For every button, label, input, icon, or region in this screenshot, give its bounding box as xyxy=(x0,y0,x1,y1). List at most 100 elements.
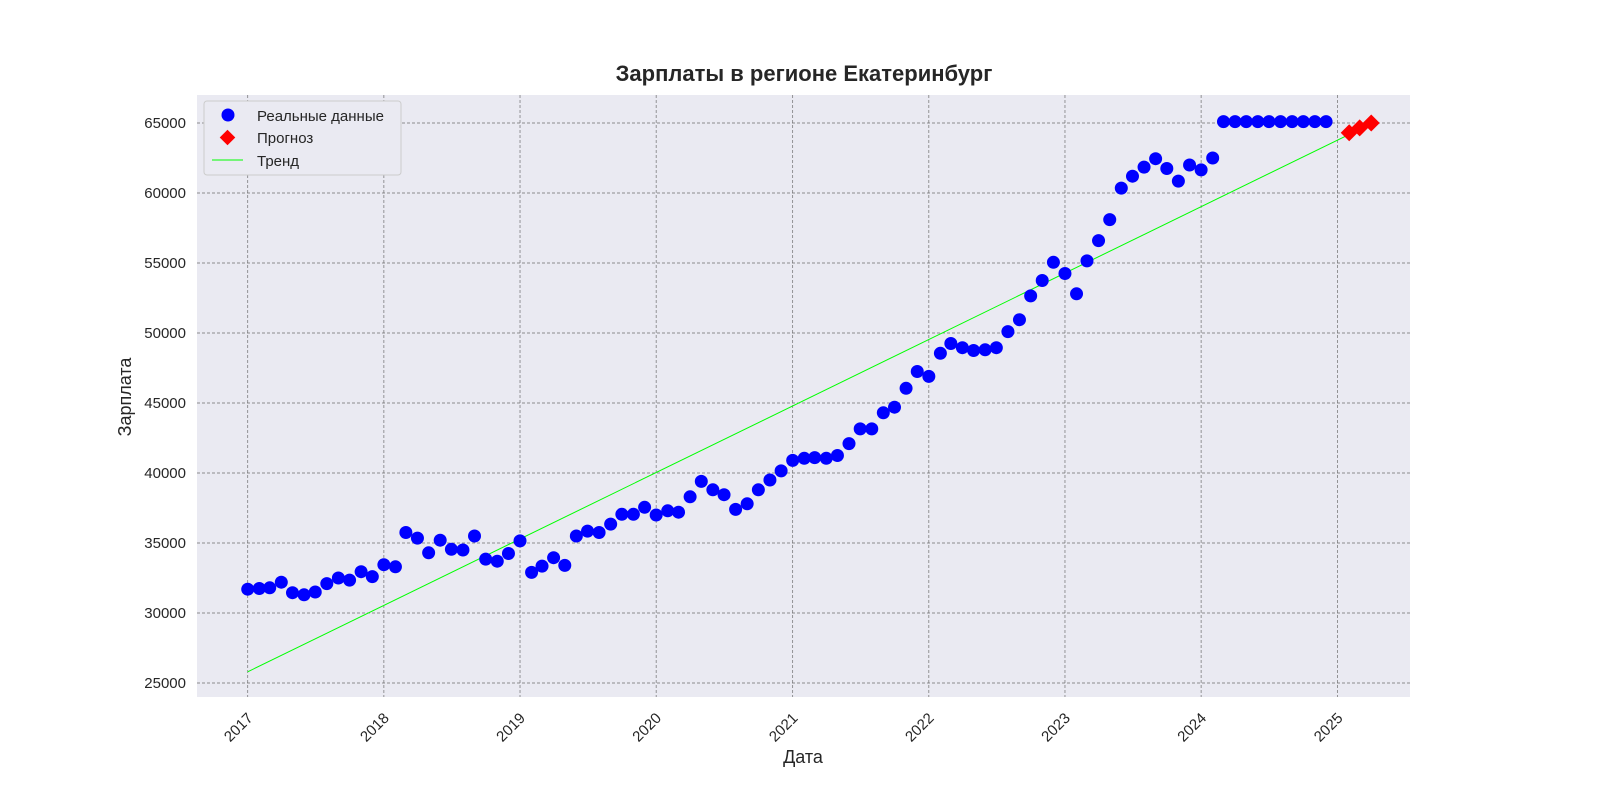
data-point xyxy=(1160,162,1174,175)
legend-label-trend: Тренд xyxy=(257,153,299,170)
data-point xyxy=(581,524,595,538)
chart-title: Зарплаты в регионе Екатеринбург xyxy=(616,61,993,86)
data-point xyxy=(1001,325,1015,339)
data-point xyxy=(1058,267,1072,280)
plot-area xyxy=(197,95,1410,697)
data-point xyxy=(410,531,424,545)
data-point xyxy=(388,560,402,574)
x-tick-label: 2017 xyxy=(221,710,257,746)
y-tick-label: 50000 xyxy=(144,325,186,342)
data-point xyxy=(444,542,458,556)
data-point xyxy=(558,558,572,572)
data-point xyxy=(1239,115,1253,129)
data-point xyxy=(490,554,504,568)
data-point xyxy=(615,507,629,521)
data-point xyxy=(252,582,266,595)
data-point xyxy=(525,565,539,579)
data-point xyxy=(354,565,368,579)
trend-series xyxy=(247,123,1372,673)
x-tick-label: 2020 xyxy=(629,710,665,746)
data-point xyxy=(989,341,1003,355)
data-point xyxy=(1080,254,1094,268)
data-point xyxy=(1125,169,1139,183)
data-point xyxy=(819,451,833,465)
data-point xyxy=(876,406,890,420)
data-point xyxy=(638,500,652,514)
x-tick-label: 2022 xyxy=(902,710,938,746)
trend-line xyxy=(247,123,1372,673)
data-point xyxy=(774,464,788,478)
data-point xyxy=(1285,115,1299,129)
actual-data-series xyxy=(241,115,1333,602)
data-point xyxy=(1296,115,1310,129)
legend-label-forecast: Прогноз xyxy=(257,130,313,147)
data-point xyxy=(967,344,981,357)
data-point xyxy=(399,526,413,539)
data-point xyxy=(797,451,811,465)
data-point xyxy=(422,546,436,560)
y-tick-label: 35000 xyxy=(144,535,186,552)
data-point xyxy=(263,581,277,595)
data-point xyxy=(899,381,913,395)
data-point xyxy=(729,502,743,516)
data-point xyxy=(297,588,311,602)
x-axis-ticks: 2017 2018 2019 2020 2021 2022 2023 2024 2025 xyxy=(221,710,1347,746)
data-point xyxy=(830,449,844,462)
legend-marker-forecast xyxy=(219,129,236,146)
data-point xyxy=(978,343,992,357)
x-tick-label: 2018 xyxy=(357,710,393,746)
data-point xyxy=(331,571,345,585)
data-point xyxy=(1171,174,1185,188)
data-point xyxy=(763,473,777,487)
x-tick-label: 2023 xyxy=(1038,710,1074,746)
data-point xyxy=(274,575,288,589)
data-point xyxy=(569,529,583,543)
y-tick-label: 55000 xyxy=(144,255,186,272)
x-tick-label: 2019 xyxy=(493,710,529,746)
data-point xyxy=(1183,158,1197,172)
data-point xyxy=(1216,115,1230,129)
data-point xyxy=(672,505,686,519)
data-point xyxy=(933,346,947,360)
y-tick-label: 30000 xyxy=(144,605,186,622)
data-point xyxy=(740,497,754,511)
data-point xyxy=(285,586,299,600)
data-point xyxy=(1206,151,1220,165)
x-axis-label: Дата xyxy=(783,747,824,767)
data-point xyxy=(1024,289,1038,303)
y-tick-label: 45000 xyxy=(144,395,186,412)
data-point xyxy=(1149,152,1163,166)
data-point xyxy=(1103,213,1117,227)
data-point xyxy=(683,490,697,504)
data-point xyxy=(1070,287,1084,301)
data-point xyxy=(751,483,765,497)
y-axis-ticks: 25000 30000 35000 40000 45000 50000 55000 60000… xyxy=(144,115,186,692)
data-point xyxy=(501,547,515,560)
legend-box xyxy=(203,100,402,176)
data-point xyxy=(649,508,663,522)
forecast-series xyxy=(1340,114,1380,142)
data-point xyxy=(513,534,527,548)
data-point xyxy=(343,573,357,587)
y-tick-label: 60000 xyxy=(144,185,186,202)
y-axis-label: Зарплата xyxy=(115,357,135,437)
data-point xyxy=(365,570,379,584)
x-tick-label: 2021 xyxy=(766,710,802,746)
legend-label-actual: Реальные данные xyxy=(257,108,384,125)
x-tick-label: 2024 xyxy=(1174,710,1210,746)
legend-marker-actual xyxy=(221,108,235,122)
data-point xyxy=(842,437,856,451)
data-point xyxy=(535,559,549,573)
data-point xyxy=(479,552,493,566)
data-point xyxy=(626,507,640,521)
y-tick-label: 65000 xyxy=(144,115,186,132)
data-point xyxy=(1012,313,1026,327)
grid-lines xyxy=(197,95,1410,697)
data-point xyxy=(1251,115,1265,129)
data-point xyxy=(1274,115,1288,129)
data-point xyxy=(433,533,447,547)
data-point xyxy=(1035,274,1049,287)
data-point xyxy=(1194,163,1208,177)
x-tick-label: 2025 xyxy=(1311,710,1347,746)
